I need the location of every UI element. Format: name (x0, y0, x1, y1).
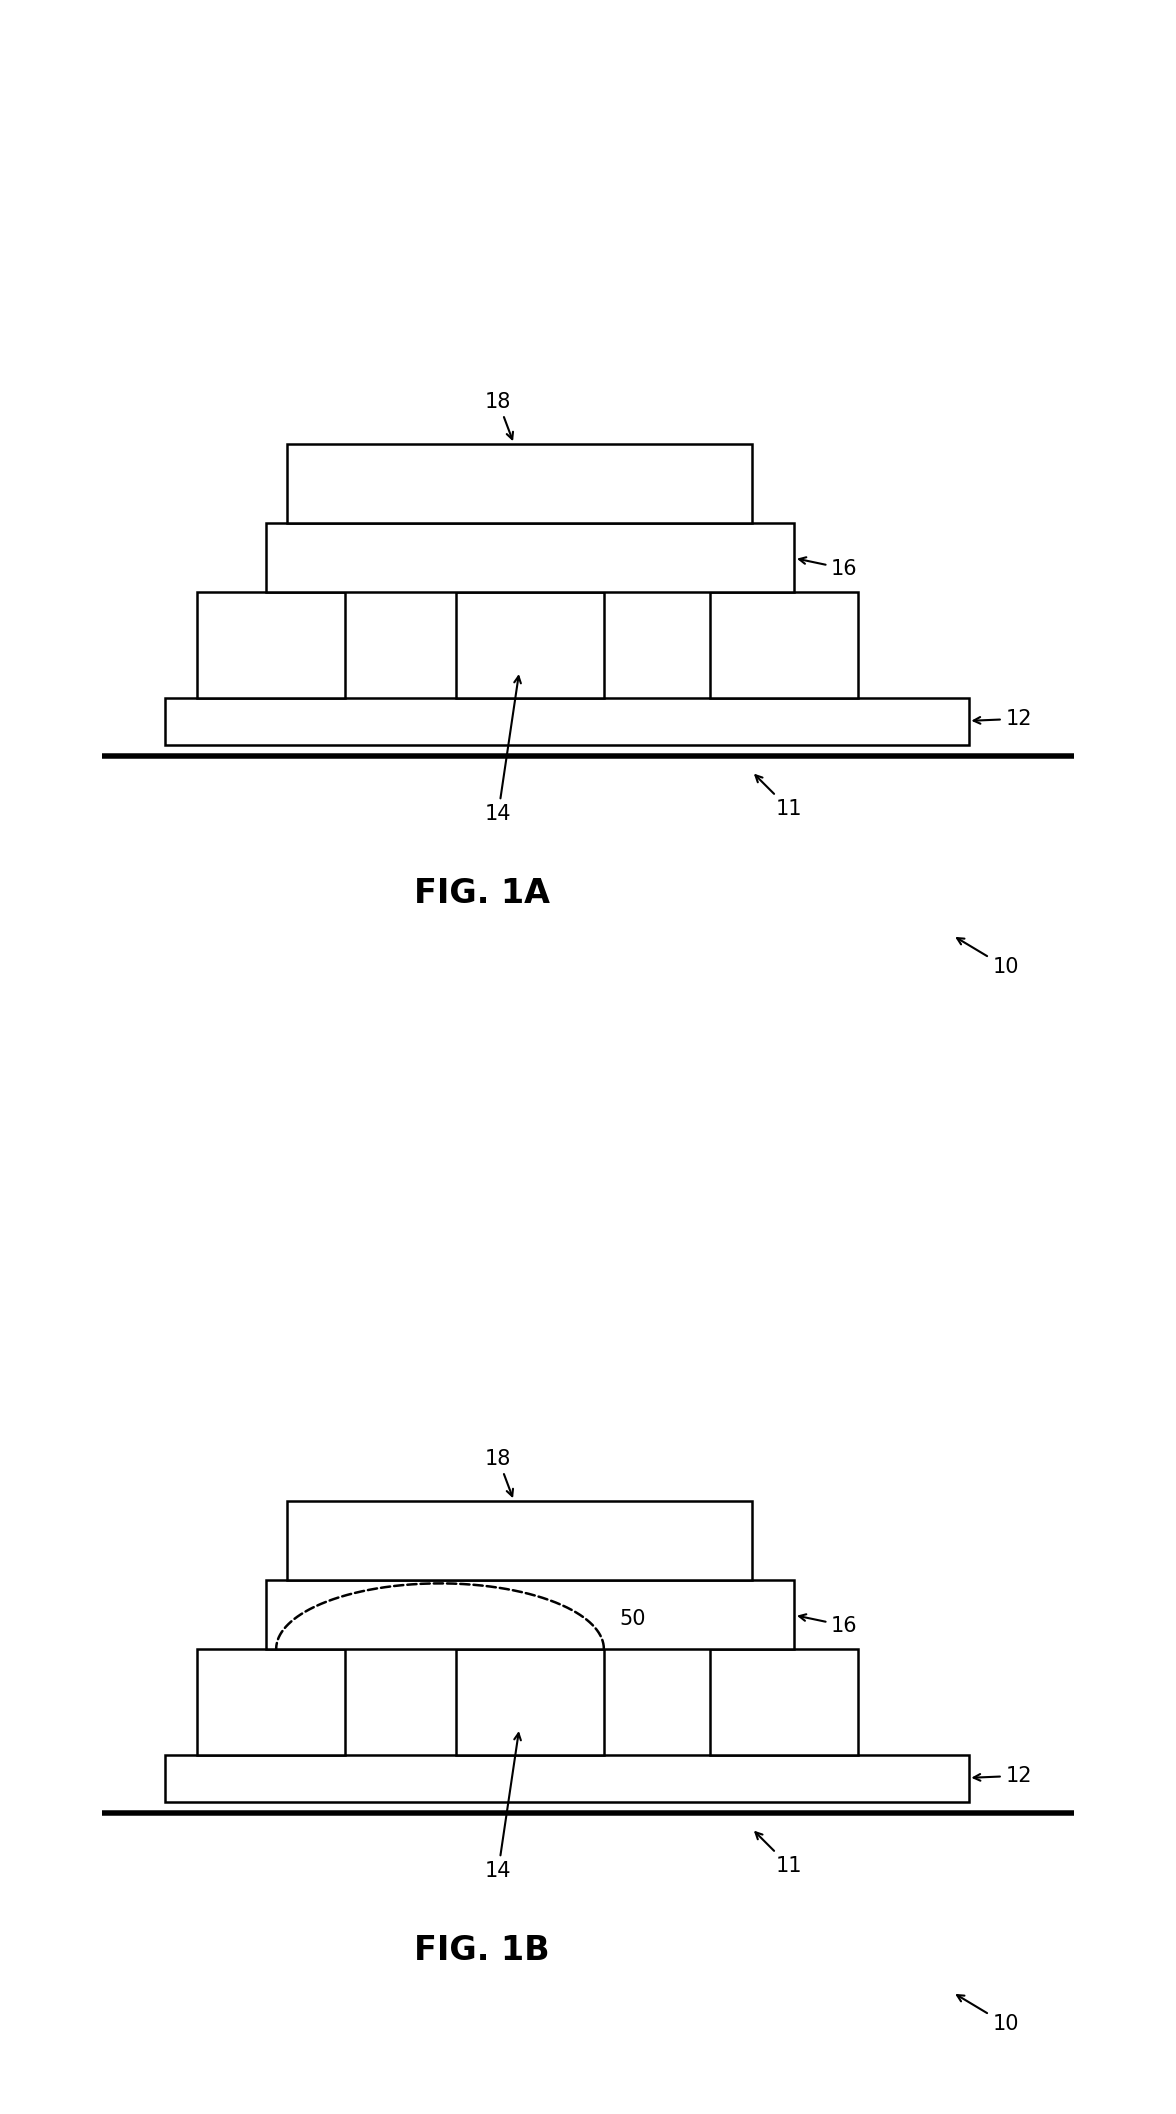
Bar (196, 592, 345, 698)
Bar (709, 1649, 857, 1755)
Text: 18: 18 (485, 391, 513, 440)
Bar (287, 444, 751, 524)
Text: 11: 11 (755, 776, 802, 818)
Text: 16: 16 (800, 558, 857, 579)
Text: 14: 14 (485, 676, 521, 824)
Bar (196, 1649, 345, 1755)
Text: 10: 10 (957, 1996, 1018, 2034)
Bar (266, 1581, 794, 1649)
Bar (456, 1649, 603, 1755)
Text: 10: 10 (957, 939, 1018, 977)
Text: 16: 16 (800, 1615, 857, 1636)
Bar (709, 592, 857, 698)
Text: 12: 12 (974, 1765, 1033, 1786)
Text: FIG. 1B: FIG. 1B (414, 1934, 550, 1966)
Bar (266, 524, 794, 592)
Bar (165, 698, 969, 744)
Bar (287, 1501, 751, 1581)
Text: 11: 11 (755, 1833, 802, 1875)
Text: FIG. 1A: FIG. 1A (414, 877, 550, 909)
Bar (165, 1755, 969, 1801)
Text: 18: 18 (485, 1448, 513, 1497)
Text: 12: 12 (974, 708, 1033, 729)
Text: 50: 50 (620, 1609, 646, 1630)
Bar (456, 592, 603, 698)
Text: 14: 14 (485, 1733, 521, 1881)
